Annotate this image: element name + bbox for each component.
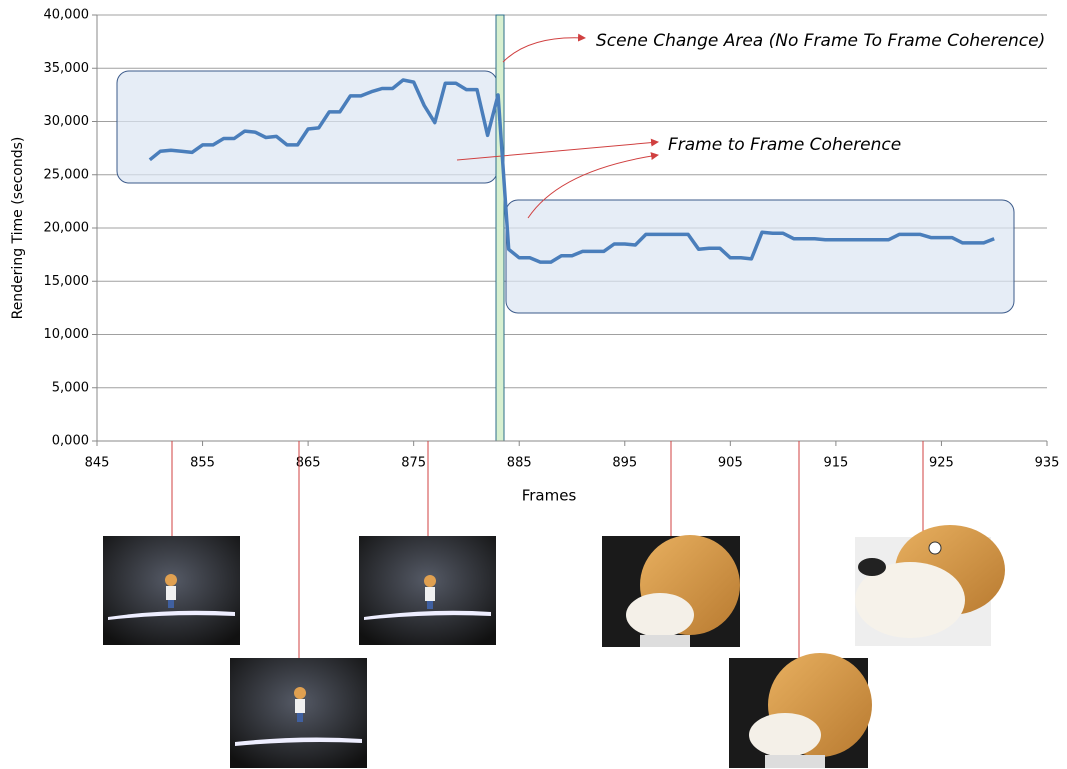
scene-change-bar [496, 15, 504, 441]
x-tick-label: 925 [929, 456, 954, 471]
highlight-box [117, 71, 497, 183]
y-axis-title: Rendering Time (seconds) [10, 137, 26, 320]
y-tick-label: 40,000 [44, 8, 90, 23]
x-tick-label: 895 [612, 456, 637, 471]
x-tick-label: 935 [1035, 456, 1060, 471]
connectors [172, 441, 923, 662]
thumbnail [359, 536, 496, 645]
x-tick-label: 885 [507, 456, 532, 471]
x-tick-label: 905 [718, 456, 743, 471]
thumbnail [729, 653, 872, 768]
annotation: Scene Change Area (No Frame To Frame Coh… [596, 31, 1045, 51]
x-tick-label: 845 [85, 456, 110, 471]
thumbnail [855, 525, 1005, 646]
annotation: Frame to Frame Coherence [668, 135, 901, 155]
y-tick-label: 15,000 [44, 274, 90, 289]
y-tick-label: 25,000 [44, 167, 90, 182]
y-tick-label: 10,000 [44, 327, 90, 342]
thumbnail [602, 535, 740, 647]
y-tick-label: 30,000 [44, 114, 90, 129]
x-axis-title: Frames [522, 487, 577, 505]
thumbnail [230, 658, 367, 768]
y-tick-label: 0,000 [52, 434, 89, 449]
x-tick-label: 915 [823, 456, 848, 471]
x-tick-label: 875 [401, 456, 426, 471]
y-tick-label: 5,000 [52, 380, 89, 395]
y-tick-label: 35,000 [44, 61, 90, 76]
chart: 0,000 5,000 10,000 15,000 20,000 25,000 30,000… [0, 0, 1067, 769]
y-tick-label: 20,000 [44, 221, 90, 236]
arrow [503, 38, 585, 62]
thumbnail [103, 536, 240, 645]
highlight-box [506, 200, 1014, 313]
x-tick-label: 855 [190, 456, 215, 471]
